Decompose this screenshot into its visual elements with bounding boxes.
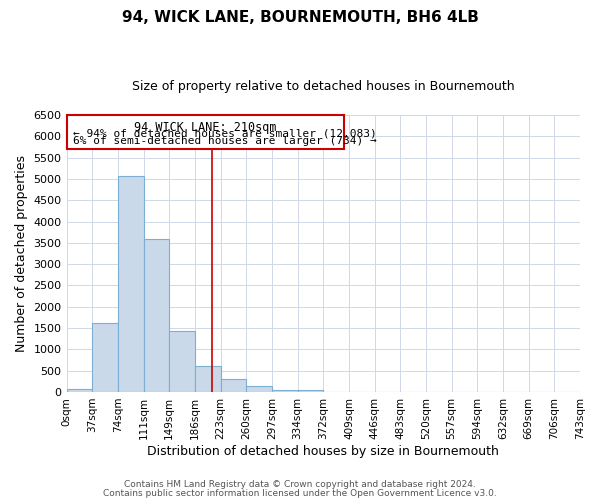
Bar [221,379,246,392]
Bar [143,240,169,392]
Bar [67,390,92,392]
Bar [118,176,143,392]
Bar [272,390,298,392]
Text: 6% of semi-detached houses are larger (734) →: 6% of semi-detached houses are larger (7… [73,136,377,146]
Text: 94, WICK LANE, BOURNEMOUTH, BH6 4LB: 94, WICK LANE, BOURNEMOUTH, BH6 4LB [122,10,478,25]
Bar [298,390,323,392]
Title: Size of property relative to detached houses in Bournemouth: Size of property relative to detached ho… [132,80,515,93]
FancyBboxPatch shape [67,116,344,149]
Bar [169,331,195,392]
X-axis label: Distribution of detached houses by size in Bournemouth: Distribution of detached houses by size … [148,444,499,458]
Bar [195,366,221,392]
Bar [92,322,118,392]
Bar [246,386,272,392]
Y-axis label: Number of detached properties: Number of detached properties [15,155,28,352]
Text: 94 WICK LANE: 210sqm: 94 WICK LANE: 210sqm [134,120,277,134]
Text: Contains public sector information licensed under the Open Government Licence v3: Contains public sector information licen… [103,488,497,498]
Text: Contains HM Land Registry data © Crown copyright and database right 2024.: Contains HM Land Registry data © Crown c… [124,480,476,489]
Text: ← 94% of detached houses are smaller (12,083): ← 94% of detached houses are smaller (12… [73,128,377,138]
